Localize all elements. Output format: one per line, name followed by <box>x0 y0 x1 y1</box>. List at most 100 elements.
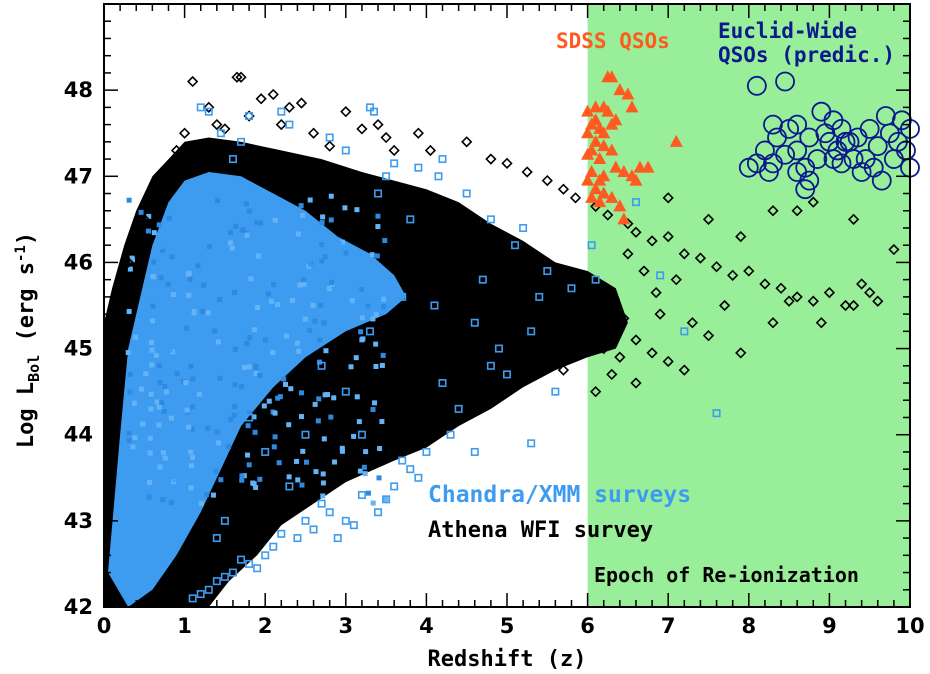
chandra-point <box>172 473 181 482</box>
speckle-mark <box>353 355 359 361</box>
speckle-mark <box>231 412 237 418</box>
speckle-mark <box>296 348 302 354</box>
x-tick-label: 7 <box>661 614 676 638</box>
chandra-point <box>196 103 205 112</box>
x-tick-label: 0 <box>97 614 112 638</box>
sdss-point <box>617 164 631 177</box>
x-tick-label: 2 <box>258 614 273 638</box>
chandra-point <box>486 361 495 370</box>
speckle-mark <box>126 197 132 203</box>
speckle-mark <box>351 433 357 439</box>
speckle-mark <box>257 476 263 482</box>
speckle-mark <box>251 414 257 420</box>
euclid-point <box>746 75 767 96</box>
chandra-point <box>494 344 503 353</box>
chandra-point <box>228 568 237 577</box>
speckle-mark <box>270 350 276 356</box>
speckle-mark <box>375 213 381 219</box>
speckle-mark <box>297 282 303 288</box>
chandra-point <box>414 473 423 482</box>
chandra-point <box>398 292 407 301</box>
speckle-mark <box>201 282 207 288</box>
speckle-mark <box>154 399 160 405</box>
sdss-point <box>613 83 627 96</box>
speckle-mark <box>148 391 154 397</box>
athena-point <box>630 377 642 389</box>
euclid-point <box>799 170 820 191</box>
speckle-mark <box>188 463 194 469</box>
athena-point <box>694 252 707 264</box>
athena-point <box>412 127 424 139</box>
athena-point <box>775 282 787 294</box>
speckle-mark <box>377 446 383 452</box>
speckle-mark <box>160 497 166 503</box>
speckle-mark <box>257 372 263 378</box>
speckle-mark <box>307 327 313 333</box>
sdss-point <box>629 173 643 186</box>
chandra-point <box>454 404 463 413</box>
chandra-point <box>216 129 225 138</box>
euclid-point <box>795 179 816 200</box>
chandra-point <box>535 292 544 301</box>
sdss-point <box>605 70 619 83</box>
chandra-point <box>325 508 334 517</box>
chandra-point <box>680 327 689 336</box>
chandra-point <box>365 327 374 336</box>
chandra-point <box>293 534 302 543</box>
sdss-point <box>613 199 627 212</box>
chandra-point <box>253 206 262 215</box>
sdss-point <box>605 190 619 203</box>
athena-point <box>557 364 570 376</box>
chandra-point <box>293 327 302 336</box>
speckle-mark <box>254 304 260 310</box>
speckle-mark <box>170 292 176 298</box>
speckle-mark <box>246 462 252 468</box>
athena-point <box>356 123 368 135</box>
speckle-mark <box>318 302 324 308</box>
speckle-mark <box>126 430 132 436</box>
chandra-point <box>164 344 173 353</box>
speckle-mark <box>146 494 152 500</box>
chandra-point <box>116 559 125 568</box>
speckle-mark <box>329 279 335 285</box>
speckle-mark <box>212 328 218 334</box>
chandra-point <box>390 159 399 168</box>
speckle-mark <box>299 482 305 488</box>
chandra-point <box>140 430 149 439</box>
chandra-point <box>478 275 487 284</box>
x-tick-label: 10 <box>895 614 924 638</box>
speckle-mark <box>184 325 190 331</box>
chandra-point <box>446 430 455 439</box>
speckle-mark <box>252 327 258 333</box>
speckle-mark <box>319 220 325 226</box>
speckle-mark <box>295 477 301 483</box>
chandra-point <box>204 292 213 301</box>
speckle-mark <box>284 333 290 339</box>
sdss-point <box>617 212 631 225</box>
chandra-point <box>502 370 511 379</box>
sdss-point <box>593 152 607 165</box>
speckle-mark <box>250 480 256 486</box>
chandra-point <box>462 189 471 198</box>
speckle-mark <box>147 435 153 441</box>
speckle-mark <box>227 229 233 235</box>
athena-point <box>598 291 610 303</box>
chandra-point <box>438 155 447 164</box>
speckle-mark <box>215 339 221 345</box>
speckle-mark <box>126 437 132 443</box>
y-tick-label: 46 <box>64 250 93 274</box>
euclid-point <box>787 140 808 161</box>
chandra-point <box>365 103 374 112</box>
athena-point <box>767 205 779 217</box>
speckle-mark <box>245 423 251 429</box>
speckle-mark <box>301 277 307 283</box>
x-tick-label: 5 <box>500 614 515 638</box>
speckle-mark <box>348 364 354 370</box>
athena-point <box>888 243 900 256</box>
chandra-point <box>245 413 254 422</box>
chandra-point <box>374 189 383 198</box>
athena-point <box>501 157 513 169</box>
chandra-point <box>277 107 286 116</box>
chandra-point <box>333 241 342 250</box>
athena-point <box>759 278 771 290</box>
